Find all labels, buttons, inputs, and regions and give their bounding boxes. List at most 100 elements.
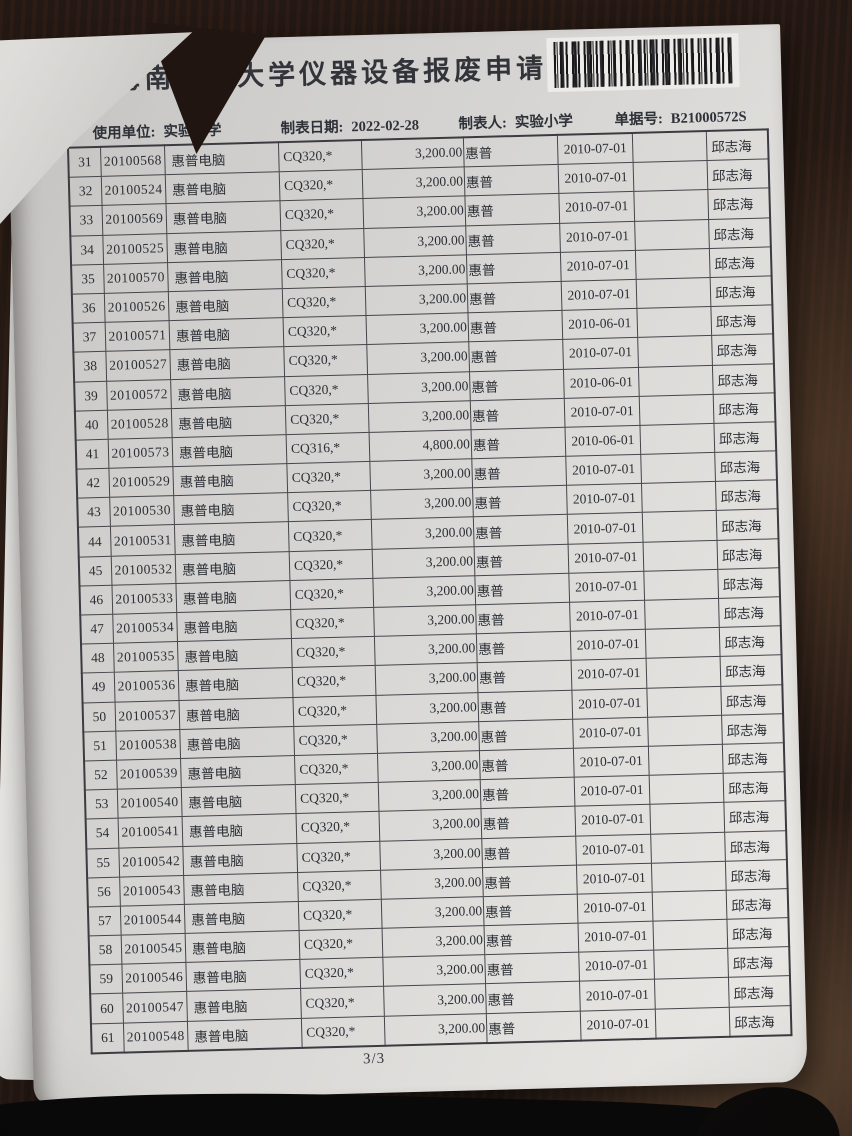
table-cell: 邱志海 — [715, 480, 778, 511]
table-cell: 51 — [83, 730, 117, 761]
table-cell: 邱志海 — [708, 217, 771, 249]
table-cell: CQ320,* — [281, 257, 366, 289]
table-cell: 邱志海 — [726, 888, 789, 920]
table-cell: 邱志海 — [709, 246, 772, 278]
table-cell: 45 — [78, 555, 112, 586]
table-cell — [653, 948, 729, 980]
table-cell: CQ320,* — [295, 782, 379, 814]
table-cell: 3,200.00 — [375, 692, 479, 725]
table-cell: CQ320,* — [279, 169, 363, 202]
table-cell — [644, 598, 720, 630]
table-cell: 4,800.00 — [369, 429, 472, 462]
table-cell: 惠普 — [478, 718, 574, 751]
table-cell: CQ320,* — [285, 403, 370, 435]
table-cell: 惠普电脑 — [178, 667, 293, 701]
table-cell: 3,200.00 — [378, 808, 482, 841]
table-cell: 20100524 — [101, 174, 167, 206]
table-cell: 56 — [87, 876, 121, 907]
table-date-value: 2022-02-28 — [351, 117, 420, 136]
table-cell: CQ320,* — [297, 870, 382, 902]
table-cell: 2010-07-01 — [577, 892, 653, 924]
table-cell: 惠普电脑 — [164, 142, 280, 175]
table-cell: CQ320,* — [283, 315, 367, 347]
table-cell — [633, 189, 709, 222]
table-cell: 3,200.00 — [372, 575, 476, 608]
page-number: 3/3 — [362, 1050, 386, 1068]
table-cell — [652, 919, 728, 951]
table-cell: 35 — [71, 264, 105, 295]
table-cell: 34 — [70, 234, 104, 265]
table-cell: 20100537 — [115, 700, 180, 731]
table-cell — [645, 627, 721, 659]
use-unit-label: 使用单位: — [92, 124, 156, 143]
table-cell: 邱志海 — [727, 946, 790, 978]
table-cell: 3,200.00 — [378, 779, 481, 812]
table-cell: 49 — [81, 672, 116, 703]
table-cell — [646, 656, 721, 688]
table-cell: 20100540 — [117, 787, 183, 819]
table-cell: 20100538 — [115, 729, 181, 761]
table-cell: 邱志海 — [720, 684, 784, 716]
table-cell: 2010-07-01 — [566, 483, 643, 515]
table-cell: 3,200.00 — [384, 1013, 488, 1046]
table-cell: 惠普 — [469, 368, 565, 401]
table-cell: CQ320,* — [293, 724, 378, 756]
table-cell: 42 — [76, 468, 110, 499]
table-cell: 惠普 — [472, 485, 568, 518]
table-cell: 惠普 — [471, 427, 566, 459]
table-cell: 邱志海 — [722, 742, 785, 774]
table-cell: 邱志海 — [713, 392, 776, 424]
table-cell: 惠普 — [476, 631, 572, 664]
table-cell — [648, 744, 724, 776]
table-cell: 44 — [77, 526, 112, 557]
table-cell: 惠普电脑 — [168, 288, 284, 321]
table-cell: 3,200.00 — [379, 838, 483, 871]
table-cell: 3,200.00 — [373, 604, 477, 637]
table-cell: 邱志海 — [728, 976, 791, 1007]
table-cell: 20100533 — [111, 583, 177, 615]
table-cell: CQ320,* — [287, 490, 372, 523]
table-cell: 邱志海 — [711, 334, 774, 365]
table-cell: 惠普电脑 — [184, 901, 300, 934]
table-cell: 55 — [86, 847, 120, 878]
table-cell: 3,200.00 — [369, 458, 473, 491]
table-cell: 54 — [85, 818, 119, 849]
table-cell: 惠普 — [484, 923, 579, 955]
table-cell: 58 — [88, 935, 122, 966]
table-cell: 邱志海 — [713, 421, 777, 453]
table-cell: 惠普电脑 — [166, 230, 282, 263]
table-cell: CQ320,* — [299, 957, 384, 989]
table-cell — [643, 540, 718, 572]
table-cell: 惠普电脑 — [174, 522, 290, 555]
table-cell: CQ320,* — [289, 578, 374, 610]
table-cell: CQ320,* — [286, 461, 371, 493]
table-cell: 惠普 — [486, 1010, 582, 1044]
table-cell: 惠普 — [483, 894, 578, 926]
table-cell: CQ320,* — [292, 694, 377, 727]
table-cell — [652, 890, 727, 922]
preparer-label: 制表人: — [458, 115, 508, 133]
table-cell: 惠普电脑 — [182, 813, 297, 846]
table-cell: 惠普电脑 — [170, 376, 286, 409]
table-cell: CQ320,* — [288, 519, 373, 552]
table-cell: 48 — [81, 643, 115, 674]
table-cell: 20100526 — [104, 291, 170, 323]
table-cell: 3,200.00 — [381, 896, 485, 929]
table-cell: 38 — [73, 351, 107, 382]
barcode — [546, 33, 740, 93]
table-cell: 2010-07-01 — [569, 600, 646, 632]
table-cell — [636, 277, 711, 309]
table-cell: 2010-07-01 — [574, 804, 651, 836]
table-cell: 2010-07-01 — [577, 921, 654, 953]
table-cell: 3,200.00 — [377, 750, 481, 783]
table-cell: 邱志海 — [707, 188, 771, 220]
table-cell: 邱志海 — [716, 509, 779, 541]
table-cell: 3,200.00 — [368, 400, 472, 433]
table-cell: 2010-07-01 — [558, 191, 635, 223]
table-cell: 惠普 — [482, 864, 578, 897]
table-cell — [642, 510, 718, 542]
table-cell — [641, 481, 717, 513]
table-cell — [651, 860, 727, 893]
table-cell: CQ320,* — [279, 198, 364, 231]
table-cell: 2010-07-01 — [558, 162, 634, 194]
